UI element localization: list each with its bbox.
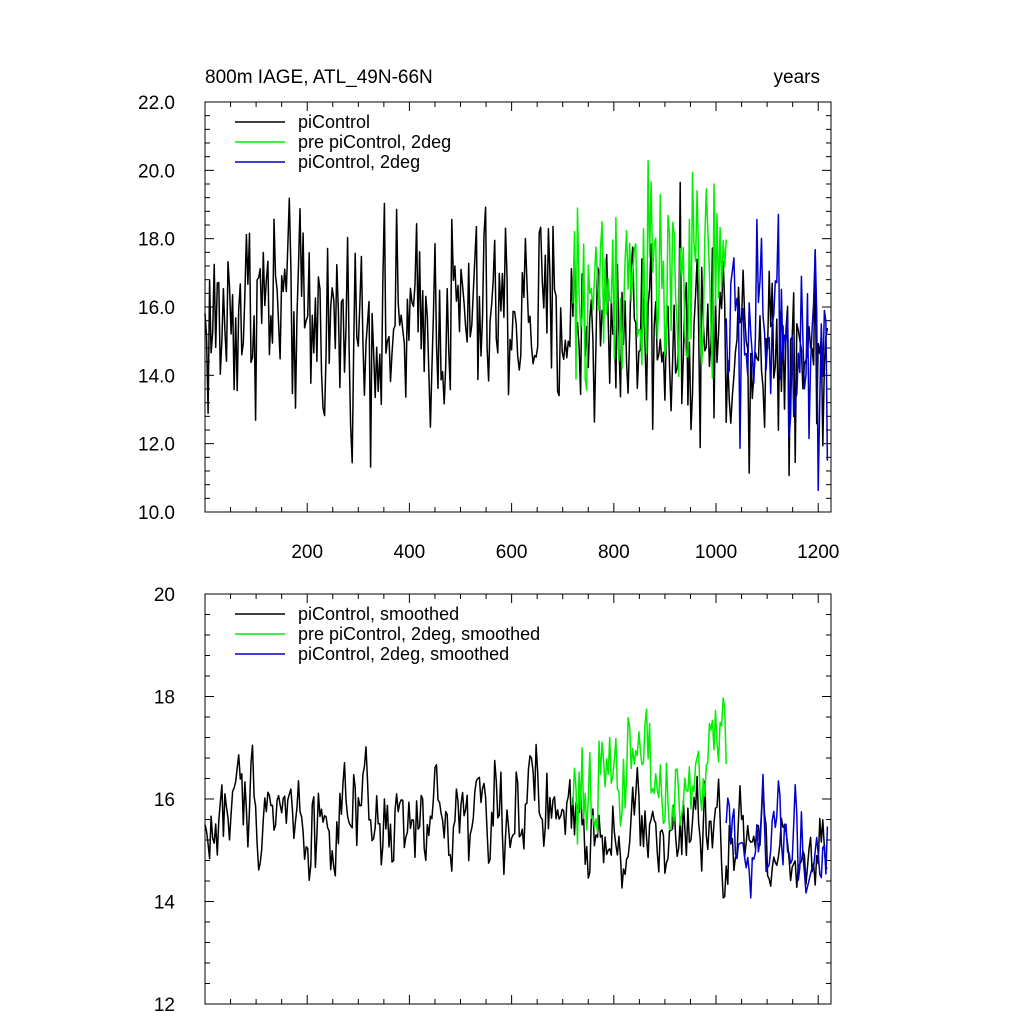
series-line-2 bbox=[572, 160, 727, 391]
x-tick-label: 600 bbox=[496, 542, 528, 563]
y-tick-label: 18.0 bbox=[138, 230, 175, 251]
series-line-3 bbox=[725, 213, 829, 492]
y-tick-label: 10.0 bbox=[138, 503, 175, 524]
y-tick-label: 16 bbox=[154, 790, 175, 811]
legend-label: piControl, 2deg bbox=[298, 152, 420, 172]
chart-panels: 10.0 12.0 14.0 16.0 18.0 20.0 22.0 200 400 600 800… bbox=[138, 93, 839, 1016]
x-tick-label: 1200 bbox=[797, 542, 839, 563]
y-tick-label: 20 bbox=[154, 585, 175, 606]
y-tick-label: 14 bbox=[154, 893, 176, 914]
series-line-1 bbox=[204, 743, 828, 899]
y-tick-label: 14.0 bbox=[138, 366, 175, 387]
y-tick-label: 16.0 bbox=[138, 298, 175, 319]
legend-label: pre piControl, 2deg, smoothed bbox=[298, 624, 540, 644]
legend-label: piControl, 2deg, smoothed bbox=[298, 644, 509, 664]
series-line-2 bbox=[572, 697, 727, 845]
series-line-1 bbox=[204, 181, 829, 477]
chart-panel-1: 10.0 12.0 14.0 16.0 18.0 20.0 22.0 200 400 600 800… bbox=[138, 93, 839, 563]
legend-label: pre piControl, 2deg bbox=[298, 132, 451, 152]
legend-label: piControl, smoothed bbox=[298, 604, 459, 624]
series-line-3 bbox=[725, 773, 829, 899]
x-tick-label: 200 bbox=[291, 542, 323, 563]
x-tick-label: 400 bbox=[394, 542, 426, 563]
y-tick-label: 22.0 bbox=[138, 93, 175, 114]
top-chart-right-title: years bbox=[774, 67, 820, 88]
y-tick-label: 12 bbox=[154, 995, 175, 1016]
legend-label: piControl bbox=[298, 112, 370, 132]
x-tick-label: 1000 bbox=[695, 542, 737, 563]
top-chart-title: 800m IAGE, ATL_49N-66N bbox=[205, 67, 433, 88]
y-tick-label: 12.0 bbox=[138, 435, 175, 456]
y-tick-label: 20.0 bbox=[138, 161, 175, 182]
x-tick-label: 800 bbox=[598, 542, 630, 563]
y-tick-label: 18 bbox=[154, 688, 175, 709]
